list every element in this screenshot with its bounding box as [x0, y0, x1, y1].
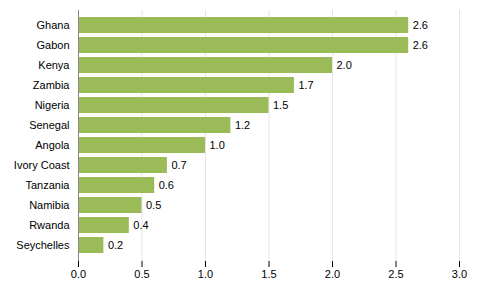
- svg-text:Namibia: Namibia: [29, 199, 70, 211]
- svg-text:0.6: 0.6: [159, 179, 174, 191]
- svg-text:0.0: 0.0: [71, 268, 86, 280]
- svg-text:Ivory Coast: Ivory Coast: [14, 159, 70, 171]
- svg-text:1.5: 1.5: [273, 99, 288, 111]
- svg-text:Gabon: Gabon: [36, 39, 69, 51]
- svg-text:Senegal: Senegal: [29, 119, 69, 131]
- svg-text:Angola: Angola: [35, 139, 70, 151]
- svg-text:2.6: 2.6: [413, 39, 428, 51]
- svg-text:Seychelles: Seychelles: [16, 239, 70, 251]
- svg-text:Ghana: Ghana: [36, 19, 70, 31]
- svg-text:0.5: 0.5: [146, 199, 161, 211]
- svg-text:Tanzania: Tanzania: [25, 179, 70, 191]
- svg-text:1.0: 1.0: [210, 139, 225, 151]
- svg-text:2.6: 2.6: [413, 19, 428, 31]
- svg-text:3.0: 3.0: [452, 268, 467, 280]
- svg-text:1.0: 1.0: [198, 268, 213, 280]
- svg-text:1.7: 1.7: [298, 79, 313, 91]
- svg-text:0.2: 0.2: [108, 239, 123, 251]
- svg-text:2.0: 2.0: [337, 59, 352, 71]
- svg-text:2.5: 2.5: [388, 268, 403, 280]
- svg-text:0.4: 0.4: [133, 219, 148, 231]
- svg-text:Rwanda: Rwanda: [29, 219, 70, 231]
- svg-text:0.5: 0.5: [134, 268, 149, 280]
- svg-text:0.7: 0.7: [171, 159, 186, 171]
- svg-text:Kenya: Kenya: [38, 59, 70, 71]
- svg-text:2.0: 2.0: [325, 268, 340, 280]
- svg-text:Nigeria: Nigeria: [35, 99, 71, 111]
- svg-text:1.2: 1.2: [235, 119, 250, 131]
- svg-text:Zambia: Zambia: [33, 79, 71, 91]
- svg-text:1.5: 1.5: [261, 268, 276, 280]
